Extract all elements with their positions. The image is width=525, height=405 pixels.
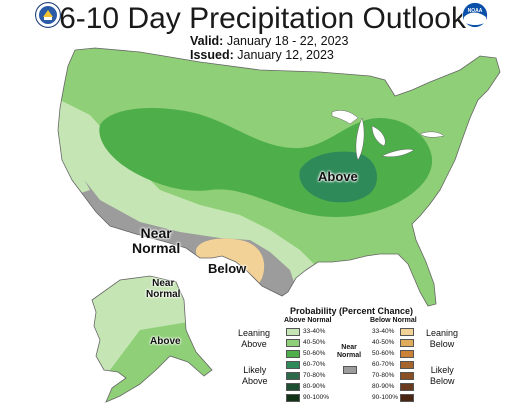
legend-below-bin-label: 90-100% <box>372 394 399 401</box>
legend-above-bin-swatch <box>286 372 300 380</box>
legend-below-bin-label: 33-40% <box>372 328 395 335</box>
doc-seal-icon <box>35 2 61 28</box>
legend-below-bin-swatch <box>400 383 414 391</box>
label-near-normal-ak: Near Normal <box>146 278 180 300</box>
legend-above-bin-label: 33-40% <box>303 328 326 335</box>
legend-leaning-above-line1: Leaning <box>238 328 271 338</box>
noaa-logo-icon: NOAA <box>462 2 488 28</box>
legend-below-bin-swatch <box>400 339 414 347</box>
legend-near-line1: Near <box>341 344 357 351</box>
legend-title: Probability (Percent Chance) <box>290 306 414 316</box>
label-near-normal-ak-line1: Near <box>152 278 175 289</box>
legend-above-bin-label: 90-100% <box>303 394 330 401</box>
legend-below-bin-label: 50-60% <box>372 350 395 357</box>
legend-leaning-above: Leaning Above <box>238 328 270 350</box>
noaa-logo-text: NOAA <box>468 8 483 14</box>
label-near-normal-sw-line1: Near <box>140 225 172 241</box>
legend-likely-above: Likely Above <box>242 365 268 387</box>
label-above-midwest: Above <box>318 169 358 184</box>
legend-above-bin-swatch <box>286 383 300 391</box>
legend-above-bin-swatch <box>286 328 300 336</box>
legend-leaning-below: Leaning Below <box>426 328 458 350</box>
legend-below-bin-swatch <box>400 350 414 358</box>
legend-below-bin-label: 70-80% <box>372 372 395 379</box>
legend-above-bin-label: 60-70% <box>303 361 326 368</box>
label-near-normal-sw-line2: Normal <box>132 240 181 256</box>
legend-near-normal: Near Normal <box>337 344 361 360</box>
legend-above-bin-label: 80-90% <box>303 383 326 390</box>
legend-above-bin-label: 40-50% <box>303 339 326 346</box>
issued-line: Issued: January 12, 2023 <box>190 48 334 62</box>
legend-leaning-below-line2: Below <box>429 339 455 349</box>
legend-leaning-below-line1: Leaning <box>426 328 459 338</box>
legend-likely-above-line1: Likely <box>243 365 267 375</box>
legend-above-bin-swatch <box>286 361 300 369</box>
valid-label: Valid: <box>190 34 224 48</box>
legend-below-header: Below Normal <box>370 317 417 324</box>
legend-likely-below-line1: Likely <box>430 365 454 375</box>
valid-line: Valid: January 18 - 22, 2023 <box>190 34 348 48</box>
legend-likely-below-line2: Below <box>430 376 455 386</box>
legend-above-header: Above Normal <box>284 317 332 324</box>
legend-above-bin-swatch <box>286 339 300 347</box>
label-near-normal-sw: Near Normal <box>132 226 180 256</box>
legend-likely-below: Likely Below <box>430 365 455 387</box>
legend-below-bin-label: 60-70% <box>372 361 395 368</box>
page-title: 6-10 Day Precipitation Outlook <box>59 2 466 35</box>
valid-value: January 18 - 22, 2023 <box>226 34 349 48</box>
issued-label: Issued: <box>190 48 234 62</box>
legend-below-bin-swatch <box>400 372 414 380</box>
legend-near-line2: Normal <box>337 352 362 359</box>
legend-above-bin-swatch <box>286 394 300 402</box>
legend-below-bin-label: 40-50% <box>372 339 395 346</box>
label-below-tx: Below <box>208 261 247 276</box>
legend-below-bin-label: 80-90% <box>372 383 395 390</box>
legend-above-bin-label: 50-60% <box>303 350 326 357</box>
label-near-normal-ak-line2: Normal <box>146 289 181 300</box>
label-above-ak: Above <box>150 336 181 347</box>
legend-likely-above-line2: Above <box>242 376 268 386</box>
legend-below-bin-swatch <box>400 394 414 402</box>
legend-above-bin-label: 70-80% <box>303 372 326 379</box>
legend-below-bin-swatch <box>400 361 414 369</box>
legend-below-bin-swatch <box>400 328 414 336</box>
issued-value: January 12, 2023 <box>237 48 334 62</box>
legend-swatch-near <box>343 366 357 374</box>
legend-above-bin-swatch <box>286 350 300 358</box>
legend-leaning-above-line2: Above <box>241 339 267 349</box>
